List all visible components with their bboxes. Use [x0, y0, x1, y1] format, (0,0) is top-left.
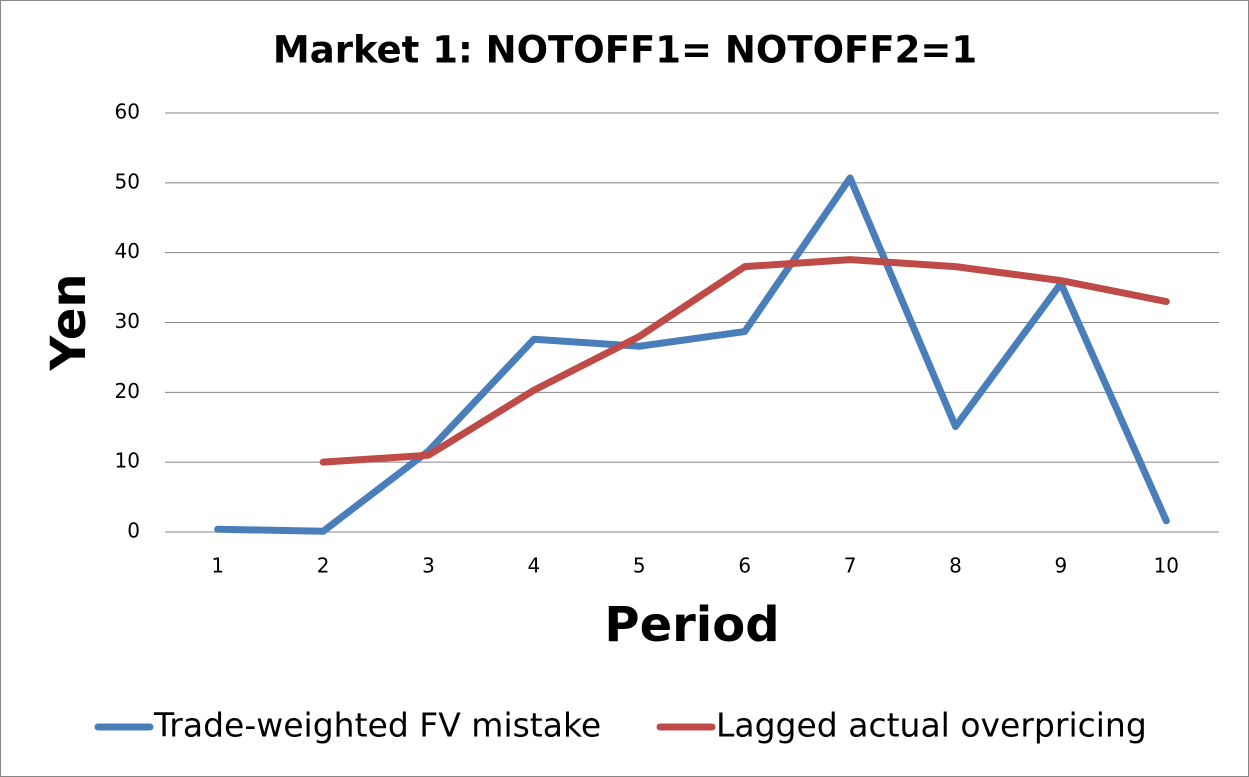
y-tick-label: 20: [115, 379, 140, 403]
x-tick-label: 10: [1154, 554, 1179, 578]
x-tick-label: 8: [949, 554, 962, 578]
x-tick-label: 6: [738, 554, 751, 578]
y-tick-label: 0: [127, 519, 140, 543]
y-axis-label: Yen: [41, 273, 97, 371]
x-tick-label: 5: [633, 554, 646, 578]
y-tick-label: 30: [115, 309, 140, 333]
y-tick-label: 50: [115, 169, 140, 193]
x-tick-label: 1: [211, 554, 224, 578]
x-tick-label: 4: [528, 554, 541, 578]
x-tick-label: 9: [1055, 554, 1068, 578]
legend-label: Lagged actual overpricing: [716, 706, 1147, 745]
x-tick-label: 3: [422, 554, 435, 578]
chart-title: Market 1: NOTOFF1= NOTOFF2=1: [273, 29, 977, 72]
x-axis-label: Period: [604, 597, 779, 653]
series-line: [214, 174, 1170, 535]
series-line: [319, 256, 1170, 466]
legend-label: Trade-weighted FV mistake: [153, 706, 601, 745]
y-tick-label: 10: [115, 449, 140, 473]
x-tick-label: 2: [317, 554, 330, 578]
y-tick-label: 60: [115, 100, 140, 124]
x-tick-label: 7: [844, 554, 857, 578]
y-tick-label: 40: [115, 239, 140, 263]
